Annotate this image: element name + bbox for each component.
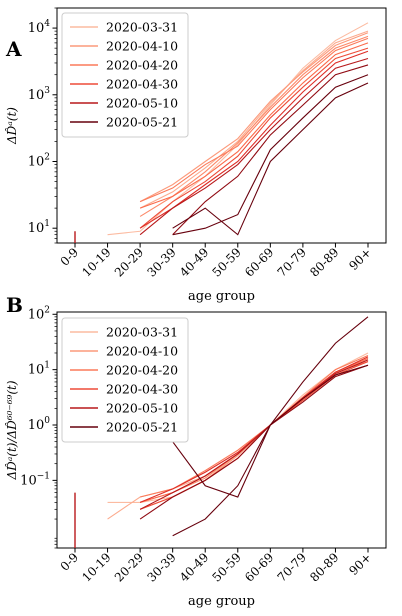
y-tick-label: 103 bbox=[28, 86, 51, 103]
x-ticks: 0-910-1920-2930-3940-4950-5960-6970-7980… bbox=[58, 243, 374, 280]
series-line bbox=[139, 35, 369, 217]
y-tick-label: 104 bbox=[28, 19, 51, 36]
x-tick-label: 60-69 bbox=[242, 550, 276, 584]
legend-box bbox=[61, 317, 189, 443]
x-tick-label: 80-89 bbox=[307, 245, 341, 279]
x-tick-label: 40-49 bbox=[177, 245, 211, 279]
y-tick-label: 102 bbox=[28, 152, 50, 169]
x-tick-label: 60-69 bbox=[242, 245, 276, 279]
series-line bbox=[172, 64, 369, 236]
x-tick-label: 0-9 bbox=[58, 245, 82, 269]
y-axis-label: ΔD̂ᵃ(t) bbox=[4, 107, 19, 145]
y-tick-label: 101 bbox=[28, 361, 50, 378]
x-tick-label: 10-19 bbox=[79, 550, 113, 584]
legend-entry: 2020-05-10 bbox=[106, 401, 178, 416]
y-minor-ticks bbox=[54, 7, 57, 244]
axes-frame bbox=[56, 311, 387, 549]
y-ticks: 101 102 103 104 bbox=[28, 19, 57, 236]
series-line bbox=[139, 42, 369, 209]
series-line bbox=[139, 47, 369, 229]
panel-b: 10−1 100 101 102 0-910-1920-2930-3940-4950-5… bbox=[4, 293, 387, 609]
series-line bbox=[139, 364, 369, 520]
x-axis-label: age group bbox=[188, 289, 255, 304]
legend-entry: 2020-04-10 bbox=[106, 39, 178, 54]
series-line bbox=[172, 74, 369, 236]
x-tick-label: 80-89 bbox=[307, 550, 341, 584]
x-tick-label: 50-59 bbox=[210, 245, 244, 279]
y-ticks: 10−1 100 101 102 bbox=[20, 305, 57, 488]
x-tick-label: 50-59 bbox=[210, 550, 244, 584]
legend-entry: 2020-05-21 bbox=[106, 420, 178, 435]
series-line bbox=[139, 359, 369, 510]
x-tick-label: 90+ bbox=[346, 245, 374, 273]
legend-entry: 2020-04-10 bbox=[106, 344, 178, 359]
legend-entry: 2020-05-10 bbox=[106, 96, 178, 111]
legend: 2020-03-31 2020-04-10 2020-04-20 2020-04-30… bbox=[61, 12, 189, 138]
series-line bbox=[139, 57, 369, 236]
x-tick-label: 30-39 bbox=[144, 245, 178, 279]
legend-entry: 2020-04-20 bbox=[106, 363, 178, 378]
legend-entry: 2020-03-31 bbox=[106, 325, 178, 340]
x-tick-label: 0-9 bbox=[58, 550, 82, 574]
y-tick-label: 102 bbox=[28, 305, 50, 322]
series-line bbox=[139, 356, 369, 503]
legend-box bbox=[61, 12, 189, 138]
x-ticks: 0-910-1920-2930-3940-4950-5960-6970-7980… bbox=[58, 548, 374, 585]
x-tick-label: 20-29 bbox=[112, 245, 146, 279]
series-line bbox=[172, 316, 369, 498]
legend-entry: 2020-03-31 bbox=[106, 20, 178, 35]
series-lines bbox=[74, 22, 369, 243]
series-line bbox=[139, 37, 369, 203]
x-tick-label: 20-29 bbox=[112, 550, 146, 584]
x-tick-label: 70-79 bbox=[275, 245, 309, 279]
legend: 2020-03-31 2020-04-10 2020-04-20 2020-04-30… bbox=[61, 317, 189, 443]
panel-label: A bbox=[5, 37, 22, 61]
series-line bbox=[139, 30, 369, 209]
x-tick-label: 70-79 bbox=[275, 550, 309, 584]
panel-label: B bbox=[6, 293, 23, 317]
y-tick-label: 101 bbox=[28, 219, 50, 236]
series-line bbox=[172, 364, 369, 537]
x-tick-label: 40-49 bbox=[177, 550, 211, 584]
panel-a: 101 102 103 104 0-910-1920-2930-3940-4950-59… bbox=[4, 7, 387, 304]
y-tick-label: 10−1 bbox=[20, 471, 50, 488]
series-lines bbox=[74, 316, 369, 548]
series-line bbox=[172, 82, 369, 236]
y-minor-ticks bbox=[54, 316, 57, 549]
series-line bbox=[139, 32, 369, 203]
x-axis-label: age group bbox=[188, 594, 255, 609]
y-axis-label: ΔD̂ᵃ(t)/ΔD̂⁶⁰⁻⁶⁹(t) bbox=[4, 380, 19, 480]
legend-entry: 2020-04-30 bbox=[106, 382, 178, 397]
axes-frame bbox=[56, 7, 387, 244]
x-tick-label: 30-39 bbox=[144, 550, 178, 584]
x-tick-label: 10-19 bbox=[79, 245, 113, 279]
legend-entry: 2020-04-30 bbox=[106, 77, 178, 92]
y-tick-label: 100 bbox=[28, 416, 51, 433]
legend-entry: 2020-04-20 bbox=[106, 58, 178, 73]
legend-entry: 2020-05-21 bbox=[106, 115, 178, 130]
x-tick-label: 90+ bbox=[346, 550, 374, 578]
